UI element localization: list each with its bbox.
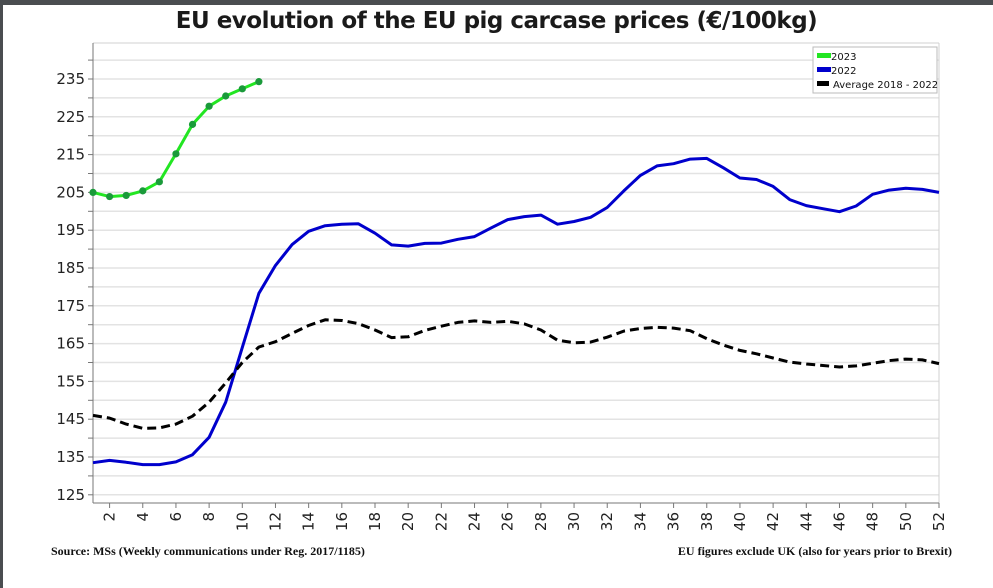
x-tick-label: 4 — [134, 512, 152, 522]
x-tick-label: 36 — [665, 512, 683, 531]
data-point-2023 — [255, 78, 263, 86]
y-axis-ticks: 125 135 145 155 165 175 185 195 205 215 225 235 — [56, 59, 93, 504]
y-tick-label: 155 — [56, 372, 85, 390]
series-group — [89, 78, 940, 467]
x-tick-label: 22 — [432, 512, 450, 531]
x-tick-label: 2 — [101, 512, 119, 522]
x-tick-label: 42 — [764, 512, 782, 531]
legend-label: Average 2018 - 2022 — [833, 80, 938, 91]
data-point-2023 — [188, 120, 197, 128]
data-point-2023 — [238, 85, 246, 93]
y-tick-label: 125 — [56, 486, 85, 504]
x-tick-label: 30 — [565, 512, 583, 531]
legend-label: 2023 — [831, 52, 856, 63]
data-point-2023 — [139, 187, 147, 195]
legend: 2023 2022 Average 2018 - 2022 — [812, 46, 938, 94]
x-tick-label: 14 — [300, 512, 318, 531]
y-tick-label: 195 — [56, 221, 85, 239]
y-tick-label: 235 — [56, 70, 85, 88]
chart-title: EU evolution of the EU pig carcase price… — [175, 8, 818, 34]
legend-swatch — [817, 81, 829, 86]
x-tick-label: 18 — [366, 512, 384, 531]
x-tick-label: 48 — [864, 512, 882, 531]
x-tick-label: 8 — [200, 512, 218, 522]
legend-box — [812, 46, 938, 94]
x-tick-label: 12 — [266, 512, 284, 531]
series-line-2023 — [92, 80, 260, 199]
x-axis-ticks: 2 4 6 8 10 12 14 16 18 20 22 24 26 28 30 32 34 36 38 40 42 44… — [101, 503, 948, 531]
x-tick-label: 40 — [731, 512, 749, 531]
x-tick-label: 46 — [830, 512, 848, 531]
x-tick-label: 34 — [631, 512, 649, 531]
axes — [92, 42, 940, 504]
y-tick-label: 135 — [56, 448, 85, 466]
legend-swatch — [817, 67, 831, 72]
series-line-average-2018-2022 — [92, 318, 940, 430]
x-tick-label: 28 — [532, 512, 550, 531]
data-point-2023 — [122, 191, 130, 200]
data-point-2023 — [172, 150, 180, 158]
y-tick-label: 185 — [56, 259, 85, 277]
exclusion-note: EU figures exclude UK (also for years pr… — [677, 544, 952, 558]
x-tick-label: 6 — [167, 512, 185, 522]
window-frame-left — [0, 0, 3, 588]
x-tick-label: 16 — [333, 512, 351, 531]
legend-swatch — [817, 53, 831, 58]
data-point-2023 — [155, 178, 163, 186]
y-tick-label: 205 — [56, 183, 85, 201]
x-tick-label: 24 — [466, 512, 484, 531]
data-point-2023 — [105, 192, 114, 201]
y-tick-label: 165 — [56, 335, 85, 353]
x-tick-label: 10 — [233, 512, 251, 531]
x-tick-label: 20 — [399, 512, 417, 531]
x-tick-label: 44 — [797, 512, 815, 531]
y-tick-label: 225 — [56, 108, 85, 126]
data-point-2023 — [222, 92, 230, 100]
grid-lines — [93, 59, 939, 496]
data-point-2023 — [205, 102, 213, 110]
x-tick-label: 50 — [897, 512, 915, 531]
data-point-2023 — [89, 188, 97, 196]
x-tick-label: 32 — [598, 512, 616, 531]
y-tick-label: 175 — [56, 297, 85, 315]
source-note: Source: MSs (Weekly communications under… — [51, 544, 365, 558]
y-tick-label: 215 — [56, 146, 85, 164]
x-tick-label: 38 — [698, 512, 716, 531]
legend-label: 2022 — [831, 66, 856, 77]
window-frame-top — [0, 0, 993, 5]
y-tick-label: 145 — [56, 410, 85, 428]
x-tick-label: 26 — [499, 512, 517, 531]
x-tick-label: 52 — [930, 512, 948, 531]
